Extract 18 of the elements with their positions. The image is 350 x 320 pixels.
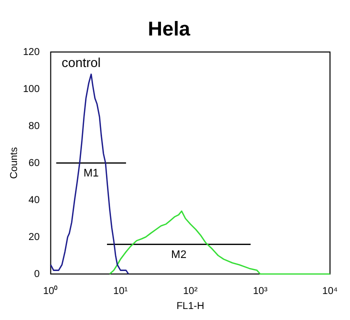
y-tick-label: 100 xyxy=(22,84,40,95)
x-tick-label: 10² xyxy=(183,286,198,297)
series-label: M1 xyxy=(83,168,99,180)
chart-title: Hela xyxy=(148,18,191,41)
x-axis-title: FL1-H xyxy=(176,300,204,312)
x-tick-label: 10³ xyxy=(252,286,268,297)
y-tick-label: 20 xyxy=(28,232,40,243)
y-axis-title: Counts xyxy=(8,147,20,179)
y-tick-label: 80 xyxy=(28,120,40,132)
x-tick-label: 10⁰ xyxy=(43,284,58,297)
y-tick-label: 0 xyxy=(34,268,40,280)
y-tick-label: 40 xyxy=(28,194,40,206)
x-tick-label: 10⁴ xyxy=(322,286,338,297)
y-tick-label: 120 xyxy=(22,46,40,58)
series-label: M2 xyxy=(171,248,186,261)
x-tick-label: 10¹ xyxy=(113,286,128,297)
series-label: control xyxy=(62,55,101,70)
y-tick-label: 60 xyxy=(28,158,40,169)
